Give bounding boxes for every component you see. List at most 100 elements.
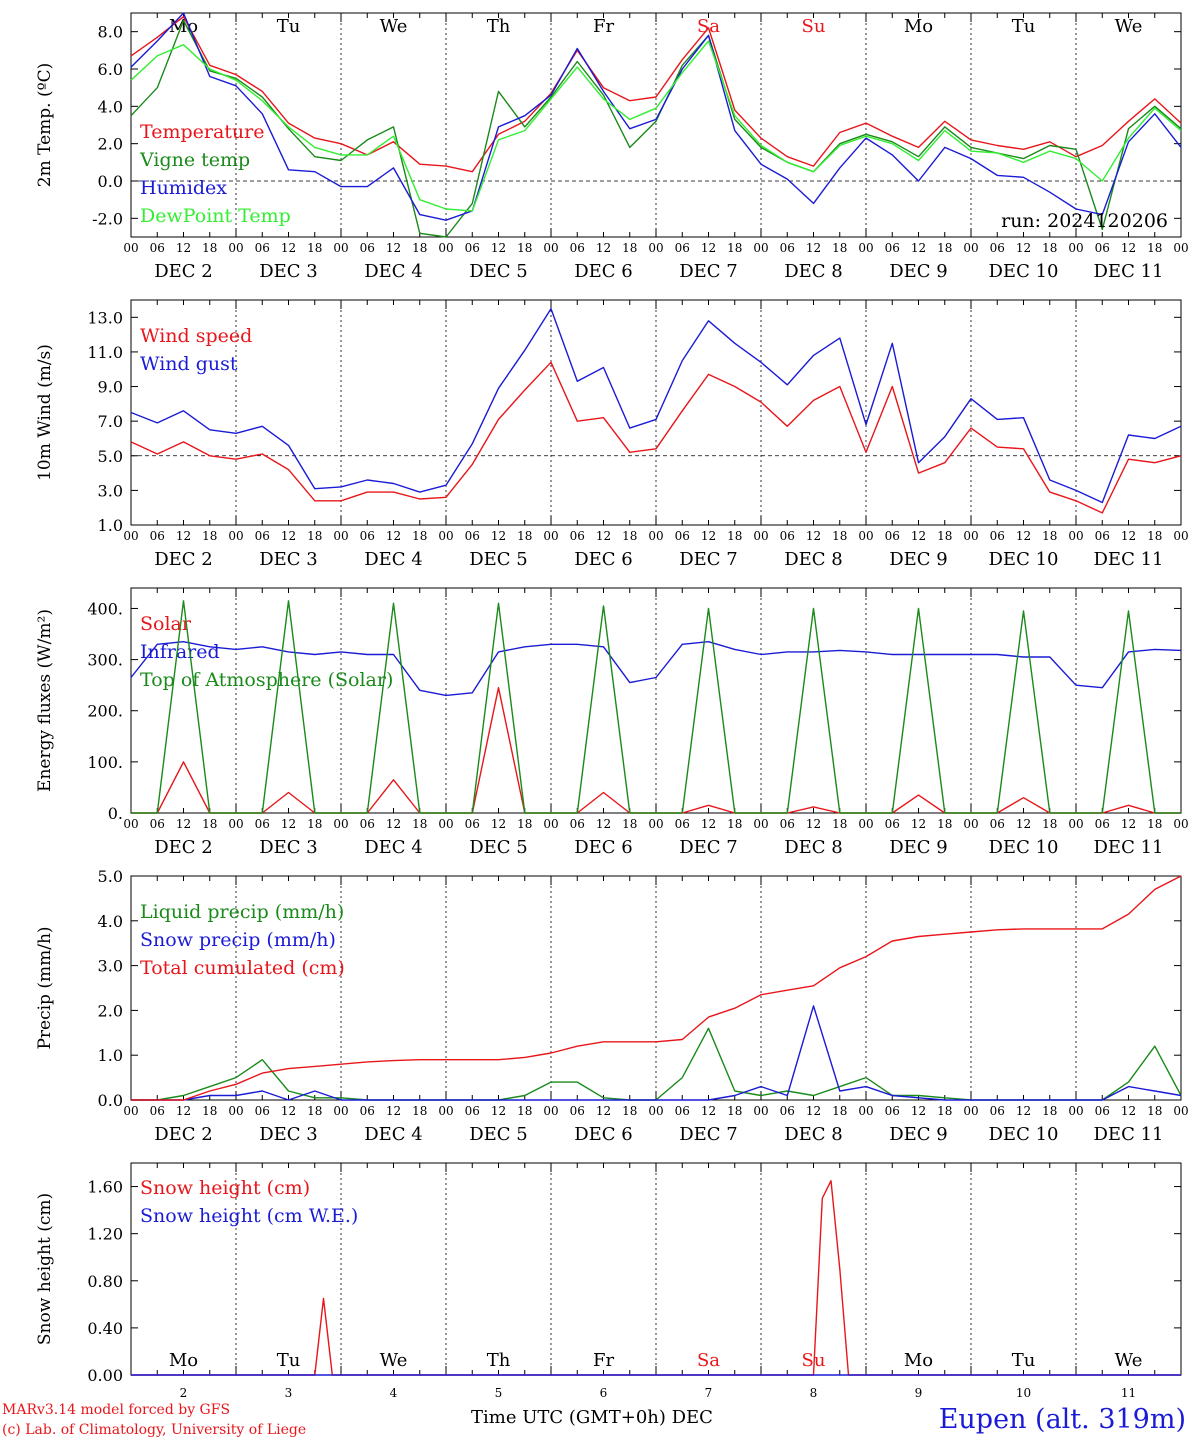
hour-tick-label: 00	[648, 1104, 663, 1118]
hour-tick-label: 06	[885, 1104, 900, 1118]
hour-tick-label: 12	[176, 817, 191, 831]
hour-tick-label: 12	[1016, 817, 1031, 831]
weekday-label: Tu	[277, 1350, 301, 1371]
hour-tick-label: 00	[543, 1104, 558, 1118]
hour-tick-label: 12	[806, 529, 821, 543]
hour-tick-label: 00	[753, 1104, 768, 1118]
legend-entry: DewPoint Temp	[140, 205, 291, 227]
hour-tick-label: 18	[937, 1104, 952, 1118]
day-number-label: 5	[495, 1386, 503, 1400]
y-tick-label: 5.0	[98, 867, 123, 886]
legend-entry: Total cumulated (cm)	[140, 957, 345, 979]
weekday-label: Su	[802, 16, 826, 37]
hour-tick-label: 00	[438, 529, 453, 543]
day-label: DEC 8	[784, 837, 843, 858]
hour-tick-label: 18	[937, 529, 952, 543]
hour-tick-label: 06	[780, 1104, 795, 1118]
day-label: DEC 10	[989, 1124, 1059, 1145]
weekday-label: Th	[487, 16, 511, 37]
hour-tick-label: 18	[307, 817, 322, 831]
y-tick-label: 3.0	[98, 957, 123, 976]
y-tick-label: 2.0	[98, 135, 123, 154]
hour-tick-label: 06	[1095, 1104, 1110, 1118]
hour-tick-label: 18	[1042, 1104, 1057, 1118]
hour-tick-label: 12	[1016, 241, 1031, 255]
hour-tick-label: 00	[123, 817, 138, 831]
day-label: DEC 8	[784, 1124, 843, 1145]
day-number-label: 7	[705, 1386, 713, 1400]
hour-tick-label: 12	[281, 817, 296, 831]
hour-tick-label: 00	[963, 529, 978, 543]
hour-tick-label: 06	[360, 1104, 375, 1118]
hour-tick-label: 06	[885, 817, 900, 831]
hour-tick-label: 06	[990, 817, 1005, 831]
hour-tick-label: 00	[438, 241, 453, 255]
day-label: DEC 6	[574, 837, 633, 858]
day-label: DEC 4	[364, 549, 423, 570]
hour-tick-label: 06	[675, 817, 690, 831]
hour-tick-label: 00	[858, 241, 873, 255]
hour-tick-label: 18	[622, 241, 637, 255]
day-label: DEC 6	[574, 549, 633, 570]
weekday-label: We	[1115, 16, 1143, 37]
hour-tick-label: 18	[517, 241, 532, 255]
hour-tick-label: 00	[753, 529, 768, 543]
series-line-3	[130, 12, 1182, 221]
hour-tick-label: 18	[1042, 529, 1057, 543]
hour-tick-label: 12	[911, 817, 926, 831]
hour-tick-label: 06	[570, 817, 585, 831]
hour-tick-label: 18	[202, 529, 217, 543]
hour-tick-label: 18	[832, 817, 847, 831]
y-tick-label: -2.0	[92, 209, 123, 228]
hour-tick-label: 12	[386, 817, 401, 831]
legend-entry: Solar	[140, 613, 192, 635]
y-tick-label: 6.0	[98, 60, 123, 79]
hour-tick-label: 06	[780, 529, 795, 543]
panel-3: 0. 100. 200. 300. 400. Energy fluxes (W/m²) 00…	[35, 587, 1189, 858]
hour-tick-label: 12	[596, 241, 611, 255]
hour-tick-label: 00	[1068, 1104, 1083, 1118]
day-label: DEC 8	[784, 261, 843, 282]
hour-tick-label: 18	[1147, 1104, 1162, 1118]
series-line-3	[131, 875, 1182, 1101]
hour-tick-label: 12	[596, 529, 611, 543]
hour-tick-label: 06	[780, 817, 795, 831]
hour-tick-label: 06	[990, 241, 1005, 255]
y-tick-label: 0.0	[98, 1091, 123, 1110]
hour-tick-label: 12	[596, 1104, 611, 1118]
y-tick-label: 1.0	[98, 516, 123, 535]
hour-tick-label: 12	[386, 241, 401, 255]
hour-tick-label: 00	[858, 817, 873, 831]
hour-tick-label: 00	[963, 817, 978, 831]
day-label: DEC 10	[989, 837, 1059, 858]
hour-tick-label: 18	[1042, 817, 1057, 831]
y-tick-label: 1.20	[87, 1225, 123, 1244]
hour-tick-label: 18	[622, 529, 637, 543]
series-line-1	[130, 16, 1182, 173]
series-line-3	[131, 600, 1181, 814]
hour-tick-label: 18	[412, 241, 427, 255]
series-line-2	[130, 308, 1182, 504]
y-tick-label: 2.0	[98, 1001, 123, 1020]
hour-tick-label: 18	[832, 1104, 847, 1118]
day-label: DEC 3	[259, 837, 318, 858]
y-tick-label: 11.0	[87, 343, 123, 362]
hour-tick-label: 12	[911, 1104, 926, 1118]
day-label: DEC 2	[154, 549, 213, 570]
weekday-label: We	[1115, 1350, 1143, 1371]
day-number-label: 9	[915, 1386, 923, 1400]
hour-tick-label: 12	[281, 241, 296, 255]
day-label: DEC 11	[1094, 1124, 1164, 1145]
y-tick-label: 9.0	[98, 378, 123, 397]
hour-tick-label: 06	[780, 241, 795, 255]
run-label: run: 2024120206	[1001, 210, 1168, 232]
day-number-label: 2	[180, 1386, 188, 1400]
weekday-label: We	[380, 1350, 408, 1371]
hour-tick-label: 06	[570, 241, 585, 255]
hour-tick-label: 18	[202, 1104, 217, 1118]
hour-tick-label: 06	[885, 241, 900, 255]
credit-line-1: MARv3.14 model forced by GFS	[2, 1402, 230, 1418]
hour-tick-label: 12	[386, 1104, 401, 1118]
weekday-label: Fr	[593, 1350, 614, 1371]
hour-tick-label: 00	[228, 241, 243, 255]
